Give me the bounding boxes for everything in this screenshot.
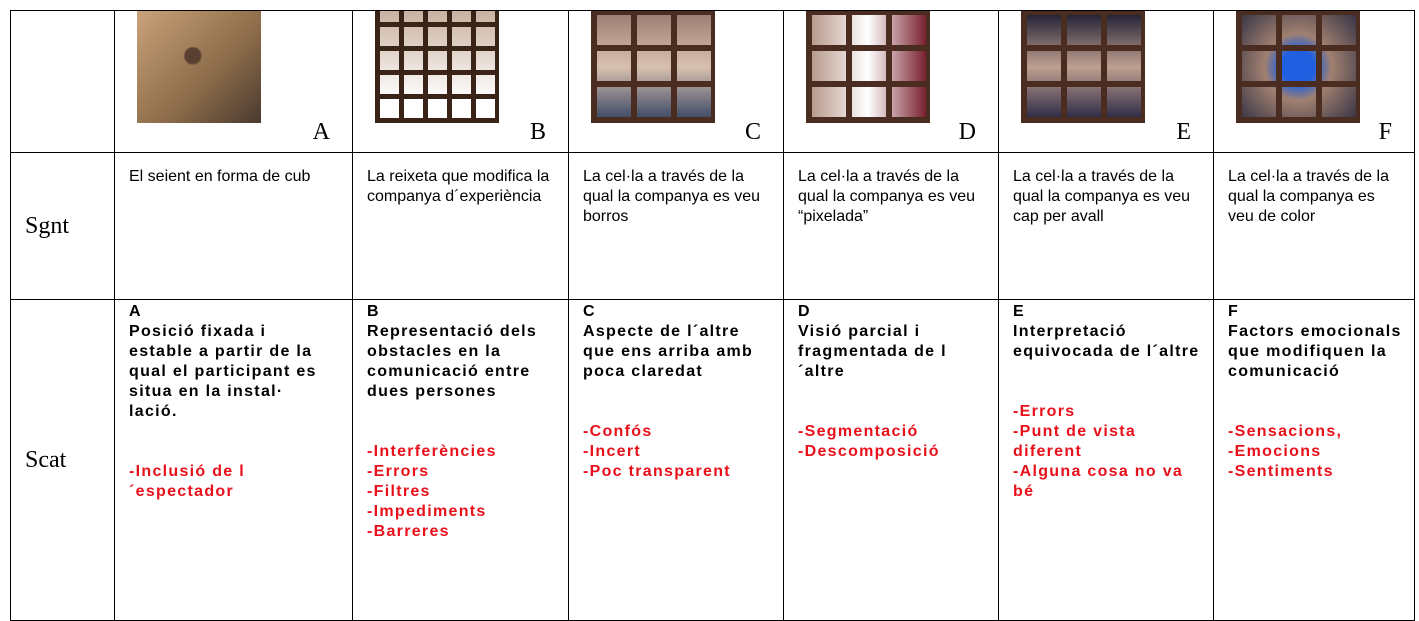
keyword-list: -Confós -Incert -Poc transparent xyxy=(583,422,775,482)
keyword-list: -Segmentació -Descomposició xyxy=(798,422,990,462)
keyword: -Inclusió de l´espectador xyxy=(129,463,245,500)
description: La cel·la a través de la qual la company… xyxy=(998,152,1214,300)
scat-row: Scat A Posició fixada i estable a partir d… xyxy=(10,299,1415,621)
category-title: Factors emocionals que modifiquen la com… xyxy=(1228,323,1402,380)
image-letter: C xyxy=(744,119,761,145)
description: La cel·la a través de la qual la company… xyxy=(1213,152,1415,300)
row-label: Scat xyxy=(10,299,115,621)
keyword: -Alguna cosa no va bé xyxy=(1013,463,1184,500)
category-cell: D Visió parcial i fragmentada de l´altre -… xyxy=(783,299,999,621)
sgnt-row: Sgnt El seient en forma de cub La reixeta … xyxy=(10,152,1415,300)
image xyxy=(591,11,715,123)
keyword: -Poc transparent xyxy=(583,463,731,480)
image xyxy=(375,11,499,123)
image-cell: A xyxy=(114,10,353,153)
keyword-list: -Inclusió de l´espectador xyxy=(129,462,344,502)
keyword: -Interferències xyxy=(367,443,497,460)
keyword: -Errors xyxy=(1013,403,1076,420)
image-cell: B xyxy=(352,10,569,153)
keyword: -Filtres xyxy=(367,483,431,500)
category-letter: F xyxy=(1228,303,1240,320)
image xyxy=(806,11,930,123)
keyword: -Emocions xyxy=(1228,443,1322,460)
description: La cel·la a través de la qual la company… xyxy=(783,152,999,300)
category-cell: E Interpretació equivocada de l´altre -Err… xyxy=(998,299,1214,621)
keyword: -Segmentació xyxy=(798,423,919,440)
keyword: -Barreres xyxy=(367,523,450,540)
category-letter: C xyxy=(583,303,596,320)
keyword: -Descomposició xyxy=(798,443,940,460)
category-cell: F Factors emocionals que modifiquen la co… xyxy=(1213,299,1415,621)
category-letter: D xyxy=(798,303,811,320)
keyword-list: -Interferències -Errors -Filtres -Impedimen… xyxy=(367,442,560,542)
description: El seient en forma de cub xyxy=(114,152,353,300)
keyword: -Impediments xyxy=(367,503,487,520)
image xyxy=(1021,11,1145,123)
page: {"header_row": {"letters": ["A", "B", "C… xyxy=(10,10,1415,621)
image-cell: D xyxy=(783,10,999,153)
category-title: Interpretació equivocada de l´altre xyxy=(1013,323,1200,360)
image-letter: E xyxy=(1176,119,1191,145)
keyword-list: -Errors -Punt de vista diferent -Alguna co… xyxy=(1013,402,1205,502)
image-letter: F xyxy=(1378,119,1392,145)
keyword-list: -Sensacions, -Emocions -Sentiments xyxy=(1228,422,1406,482)
category-title: Representació dels obstacles en la comun… xyxy=(367,323,538,400)
image xyxy=(1236,11,1360,123)
category-cell: C Aspecte de l´altre que ens arriba amb p… xyxy=(568,299,784,621)
keyword: -Sensacions, xyxy=(1228,423,1343,440)
keyword: -Incert xyxy=(583,443,641,460)
category-title: Posició fixada i estable a partir de la … xyxy=(129,323,317,420)
table: A B C D E F Sgnt El seient en forma de cub La r… xyxy=(10,10,1415,621)
keyword: -Sentiments xyxy=(1228,463,1334,480)
category-title: Aspecte de l´altre que ens arriba amb po… xyxy=(583,323,754,380)
image xyxy=(137,11,261,123)
keyword: -Punt de vista diferent xyxy=(1013,423,1137,460)
category-letter: B xyxy=(367,303,380,320)
category-title: Visió parcial i fragmentada de l´altre xyxy=(798,323,947,380)
keyword: -Confós xyxy=(583,423,653,440)
image-cell: F xyxy=(1213,10,1415,153)
row-label: Sgnt xyxy=(10,152,115,300)
category-cell: B Representació dels obstacles en la comu… xyxy=(352,299,569,621)
empty-cell xyxy=(10,10,115,153)
category-letter: A xyxy=(129,303,142,320)
category-letter: E xyxy=(1013,303,1025,320)
image-cell: E xyxy=(998,10,1214,153)
image-letter: D xyxy=(958,119,976,145)
description: La cel·la a través de la qual la company… xyxy=(568,152,784,300)
description: La reixeta que modifica la companya d´ex… xyxy=(352,152,569,300)
keyword: -Errors xyxy=(367,463,430,480)
image-row: A B C D E F xyxy=(10,10,1415,153)
category-cell: A Posició fixada i estable a partir de la… xyxy=(114,299,353,621)
image-cell: C xyxy=(568,10,784,153)
image-letter: A xyxy=(312,119,330,145)
image-letter: B xyxy=(529,119,546,145)
